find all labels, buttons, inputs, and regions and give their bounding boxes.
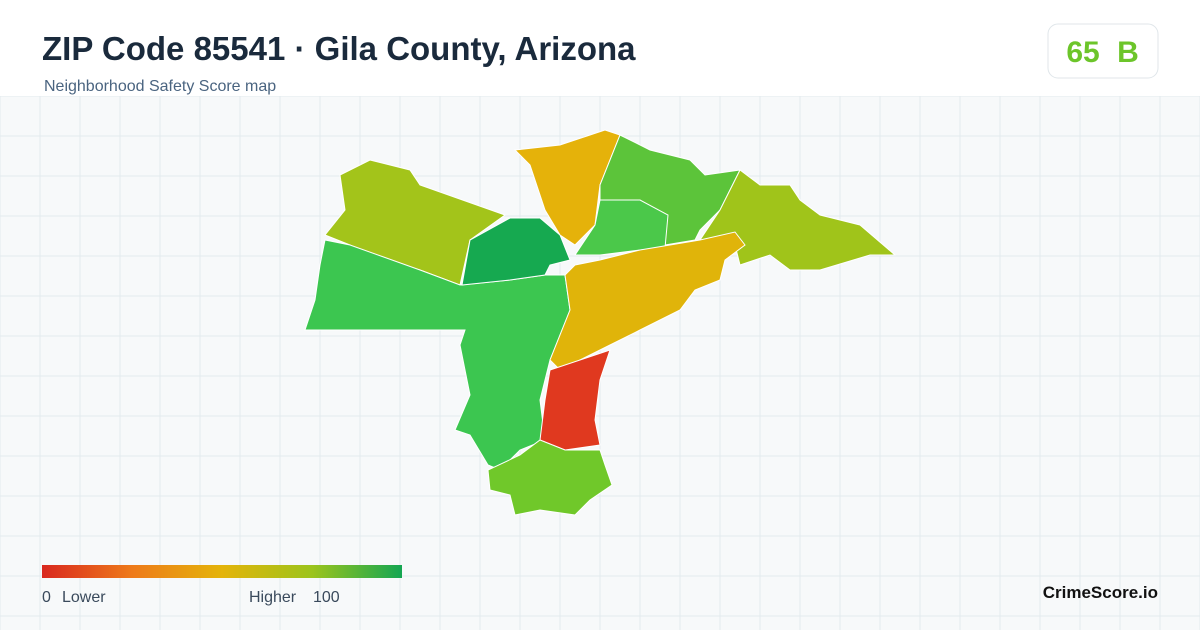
region bbox=[461, 217, 571, 286]
legend-max-label: Higher bbox=[249, 589, 297, 606]
region bbox=[539, 349, 611, 451]
legend-min-label: Lower bbox=[62, 589, 106, 606]
subtitle: Neighborhood Safety Score map bbox=[44, 78, 276, 95]
legend-max: 100 bbox=[313, 589, 340, 606]
brand: CrimeScore.io bbox=[1043, 583, 1158, 602]
region bbox=[549, 231, 746, 371]
score-grade: B bbox=[1117, 36, 1139, 69]
title: ZIP Code 85541 · Gila County, Arizona bbox=[42, 30, 636, 67]
header-band bbox=[0, 0, 1200, 96]
score-value: 65 bbox=[1066, 36, 1099, 69]
score-badge bbox=[1047, 23, 1159, 79]
legend-min: 0 bbox=[42, 589, 51, 606]
legend-gradient bbox=[42, 565, 402, 578]
region bbox=[487, 439, 613, 516]
map bbox=[304, 129, 897, 516]
